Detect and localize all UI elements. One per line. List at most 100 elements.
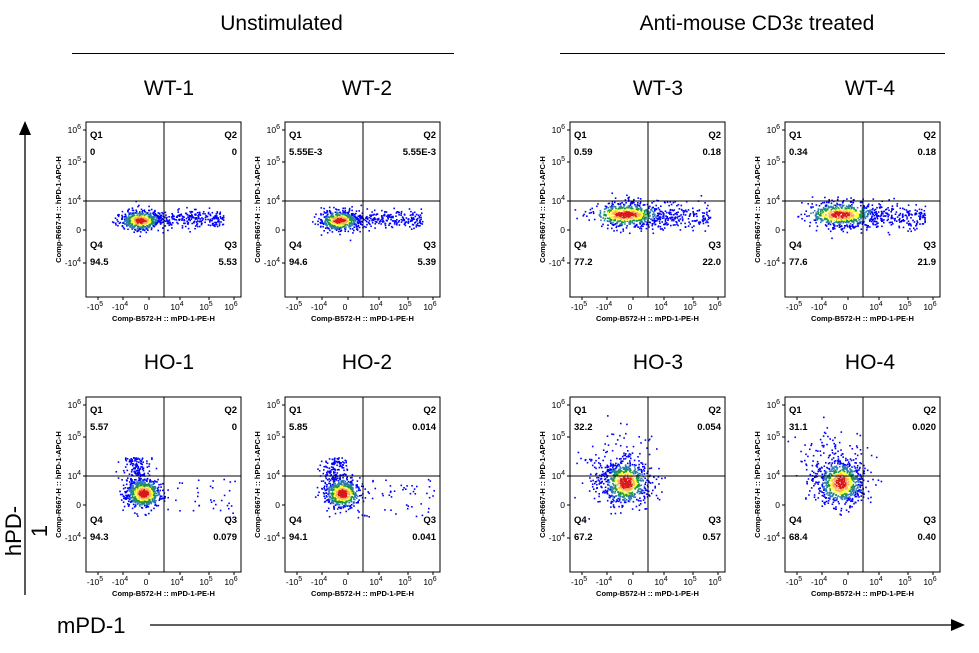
event-dot [158, 499, 161, 501]
event-dot [875, 221, 878, 223]
event-dot [628, 215, 631, 218]
event-dot [316, 486, 319, 489]
event-dot [196, 212, 199, 214]
event-dot [148, 492, 151, 495]
q4-label: Q4 [289, 240, 302, 251]
event-dot [134, 500, 137, 503]
event-dot [836, 198, 839, 201]
event-dot [202, 211, 205, 213]
event-dot [377, 217, 380, 220]
event-dot [125, 483, 128, 486]
event-dot [860, 204, 862, 207]
event-dot [156, 214, 158, 217]
event-dot [160, 483, 162, 486]
event-dot [149, 220, 152, 223]
event-dot [692, 213, 695, 215]
event-dot [157, 216, 159, 219]
event-dot [326, 218, 328, 221]
event-dot [918, 215, 920, 217]
event-dot [186, 214, 189, 216]
event-dot [153, 213, 155, 215]
event-dot [144, 215, 146, 218]
event-dot [666, 224, 668, 226]
event-dot [142, 482, 144, 484]
event-dot [609, 206, 612, 208]
event-dot [395, 224, 398, 226]
event-dot [314, 223, 317, 225]
event-dot [615, 207, 617, 210]
event-dot [833, 227, 835, 229]
event-dot [333, 224, 336, 227]
event-dot [115, 471, 118, 473]
event-dot [818, 204, 821, 207]
event-dot [668, 204, 670, 207]
event-dot [190, 210, 193, 213]
event-dot [610, 216, 613, 218]
event-dot [411, 214, 413, 216]
event-dot [676, 213, 678, 216]
event-dot [348, 210, 351, 212]
event-dot [612, 212, 615, 214]
event-dot [229, 516, 231, 519]
event-dot [671, 219, 673, 222]
event-dot [135, 462, 138, 465]
event-dot [219, 215, 222, 218]
event-dot [860, 218, 862, 220]
event-dot [611, 203, 613, 205]
event-dot [415, 224, 418, 226]
event-dot [850, 228, 852, 230]
x-axis-arrowhead [951, 619, 965, 631]
event-dot [117, 461, 120, 463]
event-dot [204, 221, 206, 224]
event-dot [341, 219, 344, 221]
group-divider-cd3-treated [560, 53, 945, 54]
event-dot [234, 480, 236, 483]
event-dot [199, 213, 201, 215]
event-dot [141, 223, 143, 226]
event-dot [839, 204, 841, 207]
event-dot [603, 219, 606, 222]
event-dot [338, 230, 340, 233]
event-dot [336, 464, 338, 467]
event-dot [920, 211, 923, 214]
event-dot [614, 211, 616, 213]
event-dot [630, 211, 633, 213]
event-dot [131, 488, 134, 490]
event-dot [680, 214, 682, 216]
event-dot [137, 218, 139, 221]
event-dot [659, 210, 662, 213]
event-dot [921, 223, 924, 225]
x-tick-label: -105 [87, 301, 103, 312]
event-dot [125, 223, 127, 225]
event-dot [127, 505, 130, 507]
event-dot [336, 472, 339, 474]
event-dot [707, 221, 709, 224]
event-dot [134, 218, 136, 221]
event-dot [847, 205, 850, 208]
event-dot [127, 477, 129, 479]
event-dot [167, 229, 169, 232]
event-dot [173, 215, 175, 218]
event-dot [611, 192, 613, 195]
event-dot [418, 216, 421, 219]
event-dot [684, 226, 687, 228]
event-dot [330, 466, 333, 468]
event-dot [649, 211, 651, 213]
event-dot [624, 209, 627, 212]
event-dot [136, 486, 139, 489]
event-dot [134, 496, 137, 498]
event-dot [829, 214, 831, 216]
event-dot [128, 221, 130, 224]
event-dot [323, 465, 325, 468]
event-dot [641, 223, 644, 225]
event-dot [326, 210, 329, 212]
event-dot [613, 219, 615, 221]
q1-value: 5.57 [90, 422, 109, 433]
event-dot [820, 208, 823, 211]
event-dot [137, 465, 140, 468]
event-dot [826, 219, 829, 222]
event-dot [142, 496, 144, 499]
event-dot [142, 473, 145, 476]
event-dot [844, 217, 847, 219]
event-dot [820, 214, 822, 217]
